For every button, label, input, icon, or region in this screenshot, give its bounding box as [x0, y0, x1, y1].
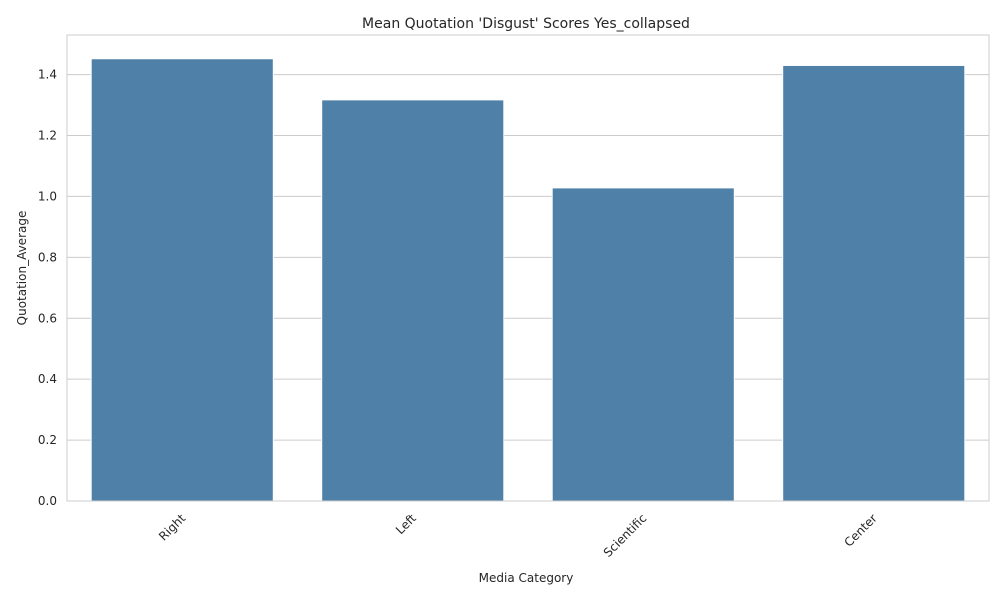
- y-axis-label: Quotation_Average: [15, 211, 29, 326]
- x-tick-label: Left: [393, 511, 419, 537]
- y-tick-label: 1.0: [38, 189, 57, 203]
- x-tick-label: Center: [841, 511, 880, 550]
- y-tick-label: 0.6: [38, 311, 57, 325]
- x-axis-ticks: Right Left Scientific Center: [156, 511, 880, 560]
- x-tick-label: Scientific: [601, 511, 650, 560]
- bar-scientific: [551, 187, 735, 502]
- y-tick-label: 0.4: [38, 372, 57, 386]
- y-tick-label: 0.0: [38, 494, 57, 508]
- y-axis-ticks: 0.0 0.2 0.4 0.6 0.8 1.0 1.2 1.4: [38, 68, 57, 508]
- y-tick-label: 0.2: [38, 433, 57, 447]
- y-tick-label: 1.2: [38, 129, 57, 143]
- bar-right: [90, 58, 274, 502]
- y-tick-label: 1.4: [38, 68, 57, 82]
- chart-title: Mean Quotation 'Disgust' Scores Yes_coll…: [362, 16, 690, 32]
- plot-frame: [66, 34, 990, 502]
- x-axis-label: Media Category: [479, 571, 574, 585]
- bar-center: [782, 64, 966, 502]
- x-tick-label: Right: [156, 511, 188, 543]
- y-tick-label: 0.8: [38, 250, 57, 264]
- bar-left: [321, 99, 505, 502]
- bars: [90, 58, 966, 502]
